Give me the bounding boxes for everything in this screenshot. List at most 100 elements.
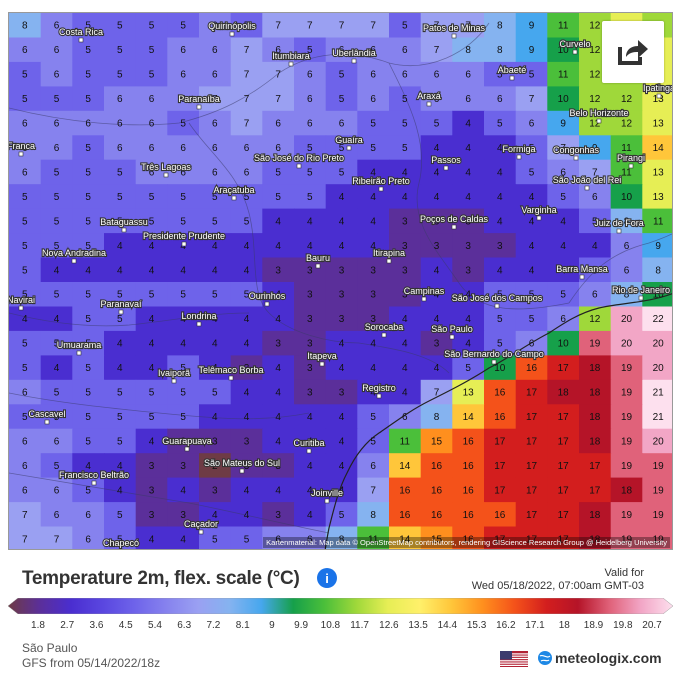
- temperature-value: 6: [85, 119, 91, 130]
- temperature-cell: [389, 379, 422, 405]
- temperature-cell: [325, 502, 358, 528]
- city-label: Navirai: [9, 295, 35, 305]
- temperature-value: 8: [655, 265, 661, 276]
- city-label: Bauru: [306, 253, 330, 263]
- temperature-value: 5: [275, 168, 281, 179]
- city-label: Três Lagoas: [141, 162, 191, 172]
- temperature-cell: [484, 233, 517, 259]
- temperature-cell: [610, 159, 643, 185]
- temperature-value: 3: [307, 314, 313, 325]
- temperature-cell: [357, 477, 390, 503]
- temperature-value: 19: [621, 534, 633, 545]
- temperature-cell: [72, 526, 105, 549]
- temperature-cell: [262, 428, 295, 454]
- city-label: Araçatuba: [213, 185, 254, 195]
- temperature-value: 6: [465, 70, 471, 81]
- city-dot: [386, 258, 392, 264]
- temperature-value: 5: [244, 290, 250, 301]
- us-flag-icon[interactable]: [500, 651, 528, 667]
- temperature-cell: [325, 233, 358, 259]
- city-label: Rio de Janeiro: [612, 285, 670, 295]
- temperature-cell: [484, 110, 517, 136]
- temperature-value: 5: [117, 412, 123, 423]
- temperature-cell: [199, 355, 232, 381]
- temperature-value: 10: [621, 192, 633, 203]
- city-dot: [306, 448, 312, 454]
- temperature-cell: [579, 135, 612, 161]
- city-dot: [584, 185, 590, 191]
- temperature-value: 7: [434, 45, 440, 56]
- city-dot: [118, 309, 124, 315]
- temperature-cell: [610, 404, 643, 430]
- temperature-value: 4: [149, 534, 155, 545]
- share-button[interactable]: [602, 21, 664, 83]
- temperature-value: 4: [307, 485, 313, 496]
- temperature-value: 18: [589, 412, 601, 423]
- temperature-value: 4: [244, 339, 250, 350]
- temperature-value: 4: [149, 339, 155, 350]
- temperature-cell: [642, 404, 672, 430]
- temperature-cell: [452, 159, 485, 185]
- temperature-cell: [230, 233, 263, 259]
- temperature-value: 5: [370, 143, 376, 154]
- city-label: Poços de Caldas: [420, 214, 489, 224]
- temperature-value: 5: [85, 70, 91, 81]
- temperature-value: 6: [54, 21, 60, 32]
- temperature-cell: [167, 526, 200, 549]
- temperature-value: 10: [558, 339, 570, 350]
- temperature-cell: [9, 86, 42, 112]
- temperature-value: 5: [85, 192, 91, 203]
- city-marker: Araçatuba: [212, 184, 256, 201]
- temperature-value: 3: [244, 461, 250, 472]
- scale-tick-label: 17.1: [525, 620, 545, 631]
- temperature-cell: [262, 355, 295, 381]
- temperature-cell: [357, 61, 390, 87]
- temperature-value: 4: [85, 461, 91, 472]
- city-label: Bataguassu: [100, 217, 148, 227]
- temperature-value: 6: [560, 314, 566, 325]
- temperature-value: 4: [465, 290, 471, 301]
- city-dot: [264, 301, 270, 307]
- temperature-cell: [9, 355, 42, 381]
- temperature-value: 4: [180, 534, 186, 545]
- temperature-value: 5: [465, 363, 471, 374]
- temperature-value: 19: [621, 363, 633, 374]
- city-label: Umuarama: [57, 340, 102, 350]
- temperature-value: 6: [117, 119, 123, 130]
- temperature-cell: [230, 453, 263, 479]
- temperature-value: 7: [275, 21, 281, 32]
- temperature-cell: [389, 428, 422, 454]
- city-marker: Curitiba: [292, 437, 326, 454]
- temperature-value: 18: [621, 485, 633, 496]
- temperature-value: 5: [54, 388, 60, 399]
- temperature-map-canvas[interactable]: 8 6 5 5 5 5 6 5 7 7 7 7 5 7 7 8 9 11 12 13 12 6 6 5 5 5 6 6 7 6 5 6 6 6 7 8…: [9, 13, 673, 550]
- temperature-value: 6: [307, 534, 313, 545]
- temperature-value: 8: [497, 21, 503, 32]
- temperature-cell: [199, 110, 232, 136]
- temperature-cell: [579, 453, 612, 479]
- temperature-value: 6: [370, 94, 376, 105]
- temperature-cell: [579, 86, 612, 112]
- temperature-cell: [452, 37, 485, 63]
- brand-logo[interactable]: meteologix.com: [537, 650, 662, 666]
- temperature-value: 12: [589, 21, 601, 32]
- temperature-value: 3: [212, 485, 218, 496]
- temperature-cell: [325, 526, 358, 549]
- temperature-cell: [294, 404, 327, 430]
- temperature-cell: [40, 477, 73, 503]
- temperature-cell: [357, 355, 390, 381]
- weather-map[interactable]: 8 6 5 5 5 5 6 5 7 7 7 7 5 7 7 8 9 11 12 13 12 6 6 5 5 5 6 6 7 6 5 6 6 6 7 8…: [8, 12, 673, 550]
- temperature-value: 3: [275, 461, 281, 472]
- temperature-value: 6: [212, 21, 218, 32]
- temperature-cell: [642, 86, 672, 112]
- city-label: Varginha: [521, 205, 556, 215]
- temperature-cell: [610, 330, 643, 356]
- temperature-cell: [547, 330, 580, 356]
- temperature-cell: [72, 404, 105, 430]
- city-marker: Telêmaco Borba: [197, 364, 265, 381]
- temperature-cell: [167, 159, 200, 185]
- city-marker: Umuarama: [56, 339, 102, 356]
- temperature-value: 5: [54, 412, 60, 423]
- temperature-value: 4: [180, 339, 186, 350]
- info-icon[interactable]: i: [317, 568, 337, 588]
